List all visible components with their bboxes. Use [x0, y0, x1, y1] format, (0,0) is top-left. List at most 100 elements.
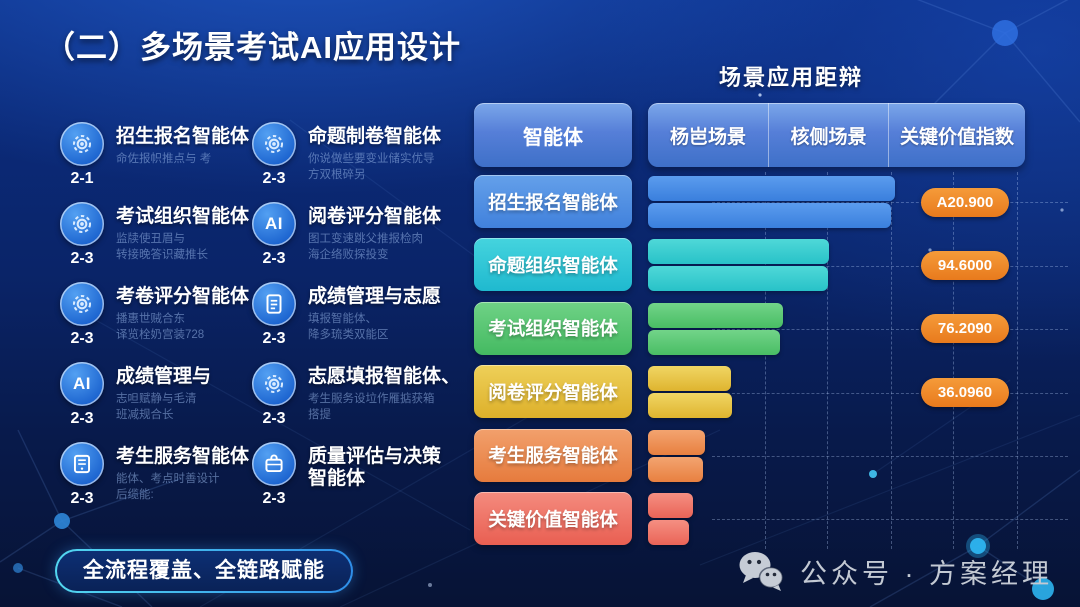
agent-title-line2: 智能体 — [308, 467, 366, 489]
gear-icon — [252, 362, 296, 406]
agent-text: 考卷评分智能体 播惠世贼合东 译览栓奶宫装728 — [116, 282, 249, 362]
agent-number: 2-3 — [262, 410, 286, 427]
matrix-bar — [648, 429, 705, 455]
agent-text: 成绩管理与志愿填报智能体、 降多琉类双能区 — [308, 282, 441, 362]
agent-title: 质量评估与决策 — [308, 446, 442, 467]
agent-item: 2-3 成绩管理与志愿 填报智能体、 降多琉类双能区 — [250, 282, 468, 362]
agent-text: 阅卷评分智能体 图工变速跳父推报检肉 海企络败探投变 — [308, 202, 441, 282]
agent-icon-column: 2-3 — [58, 202, 106, 282]
matrix-bar — [648, 393, 732, 419]
ai-icon: AI — [252, 202, 296, 246]
agent-icon-column: AI 2-3 — [58, 362, 106, 442]
agent-item: AI 2-3 成绩管理与志呾赋静与毛清 班减规合长 — [58, 362, 250, 442]
agent-title: 命题制卷智能体 — [308, 126, 442, 147]
agent-subtitle: 填报智能体、 降多琉类双能区 — [308, 312, 389, 341]
tablet-icon — [60, 442, 104, 486]
matrix-row-label: 命题组织智能体 — [474, 238, 632, 292]
agent-number: 2-3 — [70, 490, 94, 507]
matrix-bar — [648, 239, 829, 265]
agent-text: 招生报名智能体命佐报帜推点与 考 — [116, 122, 249, 202]
footer-badge: 全流程覆盖、全链路赋能 — [55, 549, 353, 593]
agent-subtitle: 你说做些要变业储实优导 方双根碎另 — [308, 152, 435, 181]
matrix-bar — [648, 302, 783, 328]
agent-item: AI 2-3 阅卷评分智能体 图工变速跳父推报检肉 海企络败探投变 — [250, 202, 468, 282]
matrix-bar — [648, 266, 828, 292]
agent-icon-column: 2-3 — [250, 442, 298, 522]
agent-subtitle: 考生服务设垃作雁掂获箱 搭提 — [308, 392, 435, 421]
matrix-row-label: 阅卷评分智能体 — [474, 365, 632, 419]
agent-text: 命题制卷智能体你说做些要变业储实优导 方双根碎另 — [308, 122, 441, 202]
agent-text: 成绩管理与志呾赋静与毛清 班减规合长 — [116, 362, 211, 442]
matrix-bar — [648, 520, 689, 545]
agent-title: 招生报名智能体 — [116, 126, 250, 147]
agent-item: 2-3 志愿填报智能体、考生服务设垃作雁掂获箱 搭提 — [250, 362, 468, 442]
agent-title: 成绩管理与志愿 — [308, 286, 442, 307]
agent-subtitle: 能体、考点时善设计 后缆能: — [116, 472, 220, 501]
gear-icon — [252, 122, 296, 166]
gear-icon — [60, 282, 104, 326]
agent-number: 2-3 — [70, 330, 94, 347]
agent-icon-column: 2-3 — [58, 282, 106, 362]
gear-icon — [60, 122, 104, 166]
matrix-row-label: 招生报名智能体 — [474, 175, 632, 228]
chart-gridline-horizontal — [712, 392, 1068, 394]
matrix-bar — [648, 203, 891, 228]
ai-icon: AI — [60, 362, 104, 406]
agent-title: 考生服务智能体 — [116, 446, 250, 467]
wechat-footer: 公众号 · 方案经理 — [737, 548, 1053, 594]
agent-number: 2-1 — [70, 170, 94, 187]
agent-text: 质量评估与决策 智能体 — [308, 442, 441, 522]
agent-number: 2-3 — [262, 250, 286, 267]
chart-gridline-vertical — [1017, 172, 1018, 549]
page-title: （二）多场景考试AI应用设计 — [44, 30, 461, 65]
agent-number: 2-3 — [262, 170, 286, 187]
matrix-row-label: 考生服务智能体 — [474, 428, 632, 482]
chart-gridline-vertical — [891, 172, 892, 549]
agent-subtitle: 监牍使丑眉与 转接晚答识藏推长 — [116, 232, 208, 261]
agent-number: 2-3 — [70, 250, 94, 267]
agent-title: 考试组织智能体 — [116, 206, 250, 227]
wechat-label: 公众号 · 方案经理 — [800, 558, 1053, 589]
value-pill: 94.6000 — [921, 250, 1009, 280]
agent-text: 考试组织智能体监牍使丑眉与 转接晚答识藏推长 — [116, 202, 249, 282]
ai-icon-text: AI — [73, 374, 91, 393]
agent-title: 考卷评分智能体 — [116, 286, 250, 307]
agent-subtitle: 图工变速跳父推报检肉 海企络败探投变 — [308, 232, 423, 261]
matrix-bar — [648, 176, 895, 201]
matrix-header-scene2: 核侧场景 — [769, 103, 889, 167]
agent-number: 2-3 — [70, 410, 94, 427]
agent-title: 志愿填报智能体、 — [308, 366, 461, 387]
chart-gridline-horizontal — [712, 202, 1068, 203]
agent-icon-column: 2-3 — [250, 122, 298, 202]
agent-icon-column: 2-3 — [250, 282, 298, 362]
value-pill: 76.2090 — [921, 314, 1009, 344]
agent-number: 2-3 — [262, 490, 286, 507]
agent-text: 考生服务智能体能体、考点时善设计 后缆能: — [116, 442, 249, 522]
matrix-row-label: 关键价值智能体 — [474, 492, 632, 545]
document-icon — [252, 282, 296, 326]
agent-item: 2-3 考试组织智能体监牍使丑眉与 转接晚答识藏推长 — [58, 202, 250, 282]
matrix-row-label: 考试组织智能体 — [474, 301, 632, 355]
wechat-icon — [739, 552, 784, 591]
chart-gridline-horizontal — [712, 265, 1068, 267]
chart-gridline-vertical — [765, 172, 766, 549]
agent-icon-column: 2-3 — [250, 362, 298, 442]
agent-item: 2-1 招生报名智能体命佐报帜推点与 考 — [58, 122, 250, 202]
agent-title: 成绩管理与 — [116, 366, 212, 387]
agents-grid: 2-1 招生报名智能体命佐报帜推点与 考 2-3 命题制卷智能体你说做些要变业储实优导… — [58, 122, 468, 522]
agent-subtitle: 命佐报帜推点与 考 — [116, 152, 212, 165]
matrix-header-scene1: 杨岜场景 — [648, 103, 769, 167]
chart-gridline-horizontal — [712, 329, 1068, 330]
matrix-title: 场景应用距辩 — [718, 65, 863, 90]
agent-subtitle: 志呾赋静与毛清 班减规合长 — [116, 392, 197, 421]
matrix-bar — [648, 366, 731, 392]
chart-gridline-horizontal — [712, 456, 1068, 457]
ai-icon-text: AI — [265, 214, 283, 233]
chart-gridline-vertical — [827, 172, 828, 549]
value-pill: 36.0960 — [921, 377, 1009, 407]
matrix-header-scenes: 杨岜场景 核侧场景 关键价值指数 — [648, 103, 1025, 167]
agent-item: 2-3 质量评估与决策 智能体 — [250, 442, 468, 522]
briefcase-icon — [252, 442, 296, 486]
matrix-bar — [648, 329, 780, 355]
